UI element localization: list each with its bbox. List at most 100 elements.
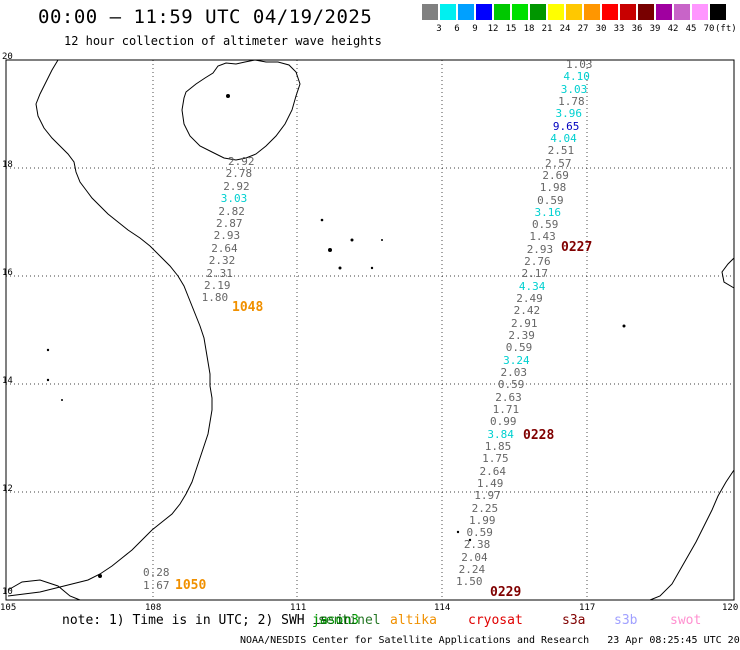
wave-height-label: 4.10 [563, 70, 590, 84]
wave-height-label: 2.57 [545, 156, 572, 170]
lon-label-105: 105 [0, 603, 17, 613]
scale-swatch [602, 4, 618, 20]
wave-height-label: 1.80 [201, 291, 229, 305]
scale-tick-label: 70 [703, 24, 715, 34]
wave-height-label: 2.92 [228, 155, 255, 168]
coastline [7, 59, 735, 601]
wave-height-label: 3.03 [560, 82, 588, 96]
wave-height-label: 1.99 [469, 513, 496, 527]
wave-height-label: 2.69 [542, 168, 569, 182]
map-frame [5, 59, 735, 601]
wave-height-label: 2.38 [463, 538, 491, 552]
scale-tick-label: 9 [472, 24, 478, 34]
legend-s3a: s3a [562, 613, 586, 628]
pass-label-0228: 0228 [523, 428, 555, 443]
wave-height-label: 0.59 [531, 218, 559, 232]
scale-tick-label: 42 [667, 24, 679, 34]
wave-height-label: 2.91 [510, 316, 538, 330]
wave-height-label: 2.24 [458, 563, 486, 577]
small-islands [46, 94, 626, 578]
wave-height-label: 0.99 [490, 415, 517, 429]
lon-label-111: 111 [290, 603, 307, 613]
scale-swatch [620, 4, 636, 20]
wave-height-label: 2.63 [495, 390, 522, 404]
wave-height-label: 2.92 [223, 179, 250, 193]
philippines-coast [721, 257, 735, 289]
scale-swatch [566, 4, 582, 20]
scale-swatch [584, 4, 600, 20]
wave-height-label: 1.49 [476, 476, 504, 490]
scale-swatch [692, 4, 708, 20]
credit-text: NOAA/NESDIS Center for Satellite Applica… [240, 635, 590, 646]
legend-s3b: s3b [614, 613, 638, 628]
wave-height-label: 1.71 [492, 402, 520, 416]
pass-label-0229: 0229 [490, 585, 522, 600]
wave-height-label: 0.59 [505, 341, 533, 355]
map-subtitle: 12 hour collection of altimeter wave hei… [64, 34, 382, 48]
wave-height-label: 2.42 [513, 304, 541, 318]
wave-height-label: 0.59 [466, 526, 493, 540]
wave-height-label: 2.31 [206, 266, 233, 280]
scale-swatch [548, 4, 564, 20]
lat-label-10: 10 [2, 587, 13, 597]
scale-tick-label: 33 [613, 24, 625, 34]
wave-height-label: 2.51 [547, 144, 575, 158]
scale-tick-label: 18 [523, 24, 535, 34]
wave-height-label: 2.32 [208, 254, 236, 268]
scale-swatch [458, 4, 474, 20]
legend-sentinel: sentinel [318, 613, 381, 628]
scale-tick-label: 24 [559, 24, 571, 34]
pass-label-1048: 1048 [232, 300, 264, 315]
scale-tick-label: 27 [577, 24, 589, 34]
wave-height-label: 2.39 [508, 329, 535, 343]
wave-height-label: 1.98 [539, 181, 567, 195]
wave-height-label: 4.34 [518, 279, 546, 293]
scale-swatch [422, 4, 438, 20]
wave-height-label: 3.16 [534, 205, 562, 219]
wave-height-label: 2.03 [500, 366, 528, 379]
lat-label-20: 20 [2, 52, 13, 62]
wave-height-label: 2.49 [516, 292, 543, 306]
lat-label-16: 16 [2, 268, 13, 278]
pass-label-0227: 0227 [561, 240, 593, 255]
wave-height-label: 1.78 [558, 94, 585, 108]
coast-delta [7, 579, 81, 601]
scale-tick-label: 3 [436, 24, 442, 34]
wave-height-label: 2.93 [213, 229, 241, 243]
lon-label-117: 117 [579, 603, 596, 613]
wave-height-label: 3.84 [487, 427, 514, 441]
lat-label-12: 12 [2, 484, 13, 494]
wave-height-label: 0.28 [143, 566, 170, 579]
wave-height-label: 0.59 [497, 378, 525, 392]
lon-label-120: 120 [722, 603, 739, 613]
scale-swatch [638, 4, 654, 20]
wave-height-label: 2.93 [526, 242, 554, 256]
footer-note: note: 1) Time is in UTC; 2) SWH is in [62, 613, 352, 628]
wave-height-label: 3.96 [555, 107, 583, 121]
legend-jason3: jason3 [312, 613, 359, 628]
wave-height-label: 2.82 [218, 204, 245, 218]
wave-height-label: 3.24 [503, 353, 530, 367]
wave-height-label: 3.03 [220, 192, 248, 206]
scale-swatch [512, 4, 528, 20]
palawan-coast [649, 469, 735, 601]
wave-height-label: 2.87 [216, 217, 243, 230]
pass-label-1050: 1050 [175, 578, 207, 593]
wave-height-label: 1.97 [474, 489, 501, 503]
lon-label-108: 108 [145, 603, 162, 613]
wave-height-label: 2.25 [471, 501, 499, 515]
vietnam-coast [7, 59, 213, 597]
scale-swatch [494, 4, 510, 20]
scale-tick-label: 39 [649, 24, 661, 34]
legend-altika: altika [390, 613, 437, 628]
wave-height-label: 2.76 [524, 255, 551, 269]
credit-timestamp: 23 Apr 08:25:45 UTC 2025 [607, 635, 740, 646]
scale-tick-label: 45 [685, 24, 697, 34]
scale-swatch [476, 4, 492, 20]
lat-label-14: 14 [2, 376, 13, 386]
wave-height-label: 1.75 [482, 452, 509, 466]
wave-height-label: 2.78 [225, 167, 253, 181]
wave-height-label: 2.17 [521, 267, 548, 281]
wave-height-label: 1.85 [484, 439, 512, 453]
